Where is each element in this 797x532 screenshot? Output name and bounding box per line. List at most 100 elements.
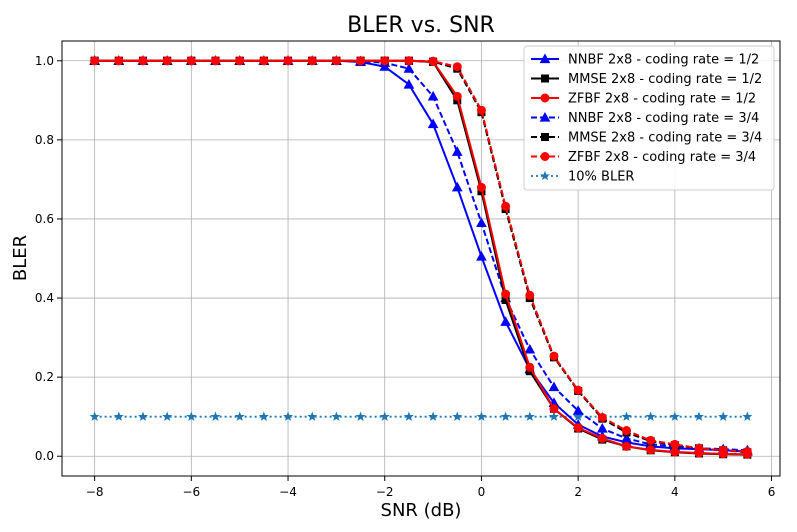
data-point xyxy=(307,56,317,66)
data-point xyxy=(186,411,197,421)
data-point xyxy=(379,411,390,421)
data-point xyxy=(548,411,559,421)
data-point xyxy=(742,446,752,456)
legend-box xyxy=(523,45,775,191)
x-tick-label: −2 xyxy=(376,485,394,499)
data-point xyxy=(258,411,269,421)
x-tick-label: 6 xyxy=(768,485,776,499)
data-point xyxy=(525,290,535,300)
data-point xyxy=(645,411,656,421)
y-tick-label: 0.8 xyxy=(35,133,54,147)
x-axis-title: SNR (dB) xyxy=(381,500,462,521)
data-point xyxy=(500,411,511,421)
legend-item-zfbf-2x8-coding-rate-3-4: ZFBF 2x8 - coding rate = 3/4 xyxy=(531,150,756,165)
legend: NNBF 2x8 - coding rate = 1/2 MMSE 2x8 - c… xyxy=(523,45,775,191)
x-tick-label: 2 xyxy=(574,485,582,499)
data-point xyxy=(403,411,414,421)
data-point xyxy=(404,56,414,66)
data-point xyxy=(476,217,487,228)
data-point xyxy=(476,105,486,115)
legend-item-nnbf-2x8-coding-rate-3-4: NNBF 2x8 - coding rate = 3/4 xyxy=(531,111,759,126)
y-axis-title: BLER xyxy=(10,235,31,281)
series-zfbf-2x8-coding-rate-3-4 xyxy=(90,56,752,456)
x-tick-label: −6 xyxy=(182,485,200,499)
legend-label: NNBF 2x8 - coding rate = 1/2 xyxy=(568,53,759,68)
legend-label: ZFBF 2x8 - coding rate = 3/4 xyxy=(568,150,756,165)
data-point xyxy=(114,56,124,66)
data-point xyxy=(573,423,583,433)
y-tick-label: 0.4 xyxy=(35,291,54,305)
data-point xyxy=(597,433,607,443)
data-point xyxy=(742,411,753,421)
data-point xyxy=(451,181,463,192)
legend-label: ZFBF 2x8 - coding rate = 1/2 xyxy=(568,92,756,107)
data-point xyxy=(427,118,439,129)
data-point xyxy=(476,250,487,261)
data-point xyxy=(646,445,656,455)
data-point xyxy=(138,411,148,421)
data-point xyxy=(694,443,704,453)
legend-marker xyxy=(540,170,550,181)
data-point xyxy=(596,423,608,433)
legend-item-10-bler: 10% BLER xyxy=(531,170,634,185)
series-10-bler xyxy=(89,411,753,421)
y-tick-label: 0.2 xyxy=(35,370,54,384)
data-point xyxy=(186,56,196,66)
data-point xyxy=(646,435,656,445)
data-point xyxy=(670,447,680,457)
data-point xyxy=(501,201,511,211)
x-tick-label: −4 xyxy=(279,485,297,499)
data-point xyxy=(113,411,124,421)
data-point xyxy=(549,404,559,414)
data-point xyxy=(621,441,631,451)
y-tick-label: 0.0 xyxy=(35,449,54,463)
data-point xyxy=(138,56,148,66)
data-point xyxy=(718,411,729,421)
legend-item-zfbf-2x8-coding-rate-1-2: ZFBF 2x8 - coding rate = 1/2 xyxy=(531,92,756,107)
data-point xyxy=(452,411,463,421)
legend-marker xyxy=(539,53,551,64)
data-point xyxy=(356,56,366,66)
data-point xyxy=(501,289,511,299)
data-point xyxy=(452,91,462,101)
data-point xyxy=(428,56,438,66)
data-point xyxy=(428,411,439,421)
data-point xyxy=(331,411,342,421)
y-axis-ticks: 0.0 0.2 0.4 0.6 0.8 1.0 xyxy=(35,54,62,463)
y-tick-label: 0.6 xyxy=(35,212,54,226)
data-point xyxy=(597,412,607,422)
legend-item-mmse-2x8-coding-rate-3-4: MMSE 2x8 - coding rate = 3/4 xyxy=(531,131,762,146)
legend-marker xyxy=(540,152,550,161)
series-line xyxy=(94,59,748,453)
data-point xyxy=(524,411,535,421)
data-point xyxy=(694,411,704,421)
legend-label: MMSE 2x8 - coding rate = 3/4 xyxy=(568,131,762,146)
data-point xyxy=(162,56,172,66)
data-point xyxy=(403,78,415,89)
legend-marker xyxy=(539,111,551,122)
data-point xyxy=(235,56,245,66)
legend-label: 10% BLER xyxy=(568,170,634,185)
plot-frame xyxy=(61,40,781,477)
data-point xyxy=(718,445,728,455)
data-point xyxy=(524,343,536,354)
data-point xyxy=(621,426,631,436)
legend-marker xyxy=(541,133,549,141)
data-point xyxy=(89,411,100,421)
data-point xyxy=(548,381,560,392)
x-tick-label: 4 xyxy=(671,485,679,499)
data-point xyxy=(476,411,487,421)
data-point xyxy=(573,385,583,395)
data-point xyxy=(162,411,173,421)
data-point xyxy=(549,351,559,361)
data-point xyxy=(380,56,390,66)
y-tick-label: 1.0 xyxy=(35,54,54,68)
data-point xyxy=(331,56,341,66)
data-point xyxy=(476,182,486,192)
series-layer xyxy=(89,55,753,459)
data-point xyxy=(355,411,366,421)
data-point xyxy=(211,56,221,66)
data-point xyxy=(90,56,100,66)
data-point xyxy=(621,411,632,421)
